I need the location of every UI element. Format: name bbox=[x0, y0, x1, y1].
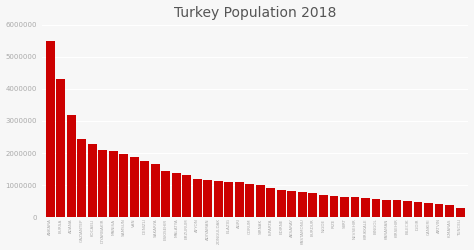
Bar bbox=[309, 193, 318, 217]
Bar bbox=[266, 188, 275, 217]
Bar bbox=[193, 178, 202, 217]
Bar bbox=[130, 156, 139, 217]
Bar bbox=[329, 196, 338, 217]
Bar bbox=[435, 204, 444, 217]
Bar bbox=[298, 192, 307, 217]
Bar bbox=[182, 175, 191, 217]
Bar bbox=[225, 182, 233, 217]
Bar bbox=[392, 200, 401, 217]
Bar bbox=[88, 144, 97, 217]
Bar bbox=[246, 184, 255, 217]
Bar bbox=[350, 197, 359, 217]
Bar bbox=[256, 185, 265, 217]
Bar bbox=[382, 200, 391, 217]
Title: Turkey Population 2018: Turkey Population 2018 bbox=[174, 6, 337, 20]
Bar bbox=[372, 199, 381, 217]
Bar bbox=[235, 182, 244, 217]
Bar bbox=[99, 150, 107, 217]
Bar bbox=[151, 164, 160, 217]
Bar bbox=[46, 41, 55, 217]
Bar bbox=[162, 171, 170, 217]
Bar bbox=[56, 79, 65, 217]
Bar bbox=[424, 203, 433, 217]
Bar bbox=[203, 180, 212, 217]
Bar bbox=[77, 138, 86, 217]
Bar bbox=[119, 154, 128, 217]
Bar bbox=[67, 114, 76, 217]
Bar bbox=[403, 201, 412, 217]
Bar bbox=[172, 173, 181, 217]
Bar bbox=[340, 196, 349, 217]
Bar bbox=[109, 152, 118, 217]
Bar bbox=[445, 205, 454, 217]
Bar bbox=[413, 202, 422, 217]
Bar bbox=[288, 191, 296, 217]
Bar bbox=[277, 190, 286, 217]
Bar bbox=[140, 161, 149, 217]
Bar bbox=[214, 181, 223, 217]
Bar bbox=[361, 198, 370, 217]
Bar bbox=[319, 195, 328, 217]
Bar bbox=[456, 208, 465, 217]
